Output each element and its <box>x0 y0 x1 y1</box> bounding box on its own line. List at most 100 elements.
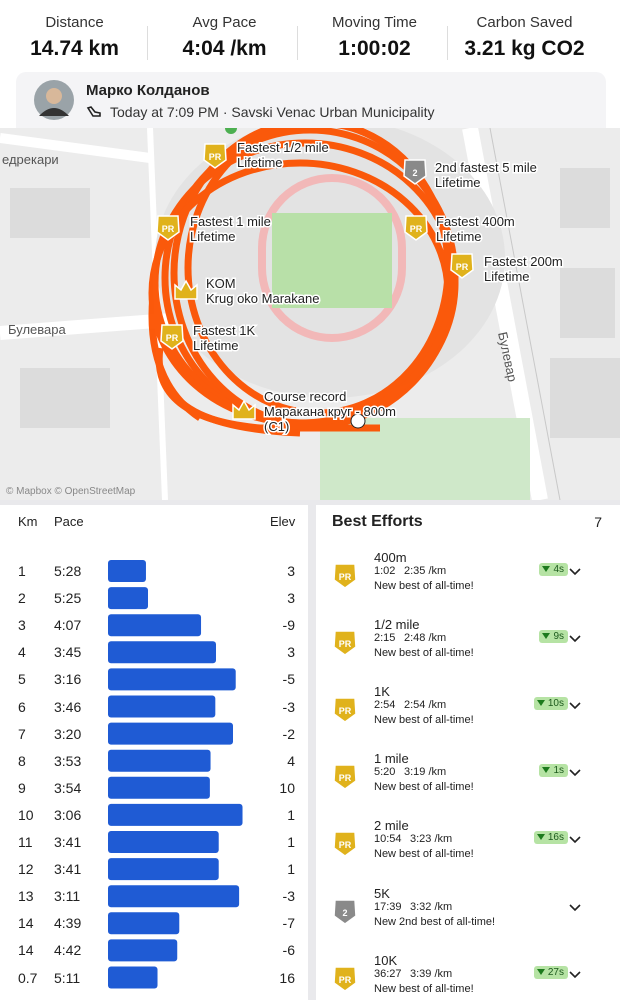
effort-icon: PR <box>333 630 357 657</box>
effort-pace: 3:39 /km <box>410 967 453 980</box>
effort-icon: PR <box>333 764 357 791</box>
separator <box>447 26 448 60</box>
split-elev: -3 <box>282 888 295 905</box>
split-elev: -5 <box>282 671 295 688</box>
pace-bar <box>108 912 180 935</box>
split-elev: 1 <box>287 861 295 878</box>
stat: Moving Time 1:00:02 <box>302 14 447 61</box>
split-pace: 3:20 <box>54 725 82 742</box>
achievement-label: Fastest 200m <box>484 254 563 269</box>
pace-bar <box>108 776 210 799</box>
separator <box>147 26 148 60</box>
medal-text: PR <box>339 840 352 850</box>
effort-name: 2 mile <box>374 818 409 834</box>
effort-count: 7 <box>594 514 602 530</box>
stat-value: 14.74 km <box>30 37 119 60</box>
achievement-label: Маракана круг - 800m <box>264 404 396 419</box>
delta-arrow <box>542 767 551 774</box>
medal-icon <box>333 831 357 858</box>
expand-chevron[interactable] <box>568 903 582 913</box>
effort-note: New best of all-time! <box>374 982 474 995</box>
pace-bar <box>108 614 202 637</box>
effort-pace: 3:32 /km <box>410 900 453 913</box>
column-header: Pace <box>54 514 84 529</box>
expand-chevron[interactable] <box>568 634 582 644</box>
activity-subtitle: Today at 7:09 PM · Savski Venac Urban Mu… <box>110 104 435 120</box>
effort-note: New best of all-time! <box>374 647 474 660</box>
split-elev: -7 <box>282 915 295 932</box>
split-km: 10 <box>18 806 34 823</box>
pace-bar <box>108 641 216 664</box>
achievement-label: Lifetime <box>484 269 530 284</box>
effort-name: 10K <box>374 952 398 968</box>
stat-label: Moving Time <box>331 14 418 31</box>
effort-pace: 3:19 /km <box>404 766 447 779</box>
effort-icon: PR <box>333 697 357 724</box>
pace-bar <box>108 668 236 691</box>
medal-icon <box>333 764 357 791</box>
effort-icon: 2 <box>333 898 357 925</box>
delta-arrow <box>536 968 545 975</box>
split-pace: 3:41 <box>54 861 82 878</box>
split-pace: 3:41 <box>54 834 82 850</box>
effort-time: 2:15 <box>374 632 396 645</box>
medal-icon <box>203 143 227 169</box>
chevron <box>569 836 581 844</box>
expand-chevron[interactable] <box>568 768 582 778</box>
effort-icon: PR <box>333 563 357 589</box>
split-km: 5 <box>18 671 26 688</box>
effort-name: 400m <box>374 550 407 565</box>
expand-chevron[interactable] <box>568 835 582 845</box>
chevron <box>569 568 581 576</box>
split-km: 3 <box>18 617 26 634</box>
column-header: Km <box>18 514 38 529</box>
achievement-label: KOM <box>206 276 236 291</box>
delta-arrow <box>542 633 551 640</box>
delta-value: 9s <box>553 631 564 643</box>
stat-label: Avg Pace <box>192 14 257 31</box>
avatar <box>34 80 74 120</box>
effort-time: 10:54 <box>374 833 402 846</box>
expand-chevron[interactable] <box>568 701 582 711</box>
achievement-label: Course record <box>264 389 346 404</box>
split-pace: 5:25 <box>54 590 82 607</box>
expand-chevron[interactable] <box>568 567 582 577</box>
split-pace: 3:54 <box>54 779 82 796</box>
athlete-card[interactable]: Марко Колданов Today at 7:09 PM · Savski… <box>16 72 606 128</box>
split-pace: 3:11 <box>54 888 81 905</box>
medal-text: PR <box>339 706 352 716</box>
expand-chevron[interactable] <box>568 970 582 980</box>
split-elev: 3 <box>287 590 295 607</box>
medal-text: PR <box>339 975 352 985</box>
athlete-name[interactable]: Марко Колданов <box>86 82 210 99</box>
medal-icon <box>404 215 428 241</box>
stat-value: 3.21 kg CO2 <box>464 37 585 60</box>
split-pace: 3:45 <box>54 644 82 661</box>
achievement-label: Krug oko Marakane <box>206 291 319 306</box>
split-elev: -2 <box>282 725 295 742</box>
delta-value: 27s <box>547 966 564 978</box>
split-pace: 3:16 <box>54 671 82 688</box>
split-km: 14 <box>18 942 34 959</box>
split-km: 11 <box>18 834 33 850</box>
achievement-label: Lifetime <box>436 229 482 244</box>
split-elev: 3 <box>287 644 295 661</box>
split-elev: 10 <box>279 779 295 796</box>
effort-pace: 2:54 /km <box>404 699 447 712</box>
split-pace: 3:53 <box>54 752 82 769</box>
split-km: 1 <box>18 563 26 579</box>
medal-icon <box>333 898 357 925</box>
medal-text: PR <box>456 262 469 272</box>
split-elev: 1 <box>287 806 295 823</box>
stat-value: 4:04 /km <box>182 37 267 60</box>
effort-pace: 2:35 /km <box>404 565 447 577</box>
route-map[interactable]: едрекари Булевара Булевар © Mapbox © Ope… <box>0 128 620 500</box>
effort-time: 5:20 <box>374 766 396 779</box>
medal-text: PR <box>166 333 179 343</box>
split-pace: 3:06 <box>54 806 82 823</box>
medal-text: PR <box>339 572 352 582</box>
stat-value: 1:00:02 <box>338 37 411 60</box>
achievement-label: Lifetime <box>435 175 481 190</box>
split-km: 13 <box>18 888 34 905</box>
